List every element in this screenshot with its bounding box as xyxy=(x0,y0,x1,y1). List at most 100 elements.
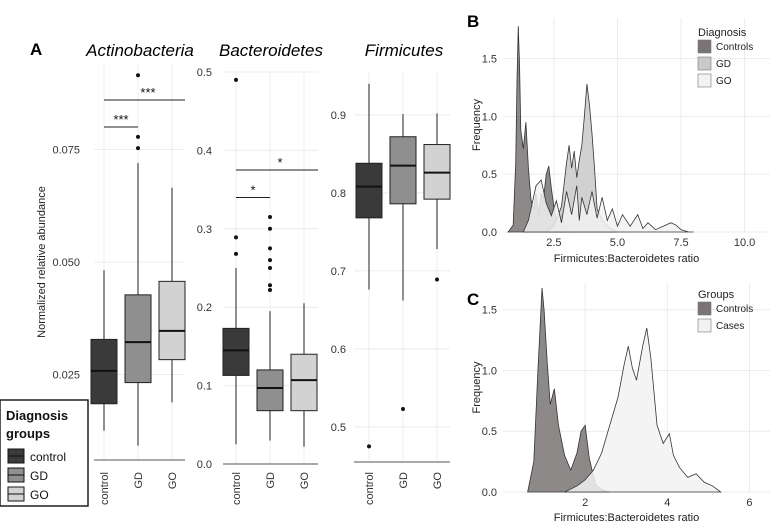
legend-swatch-controls xyxy=(697,39,712,54)
y-tick-label: 0.9 xyxy=(331,110,346,122)
outlier-point xyxy=(268,226,272,231)
box-gd xyxy=(256,369,284,412)
legend-title: Diagnosis xyxy=(698,27,747,39)
outlier-point xyxy=(268,215,272,220)
y-tick-label: 0.2 xyxy=(197,302,212,314)
legend-swatch-gd xyxy=(697,56,712,71)
box-go xyxy=(158,280,186,361)
box-go xyxy=(290,353,318,412)
y-tick-label: 0.050 xyxy=(52,257,80,269)
outlier-point xyxy=(136,73,140,78)
legend-label-gd: GD xyxy=(30,469,48,483)
outlier-point xyxy=(268,246,272,251)
legend-swatch-cases xyxy=(697,318,712,333)
panel-b: B 0.0 0.5 1.0 1.5 2.5 5.0 7.5 10.0 Firmicutes:Ba… xyxy=(467,12,770,265)
panel-c-legend: Groups Controls Cases xyxy=(697,289,753,333)
panel-a-y-axis-title: Normalized relative abundance xyxy=(36,186,48,338)
x-axis-title: Firmicutes:Bacteroidetes ratio xyxy=(554,253,700,265)
diagnosis-groups-legend: Diagnosis groups control GD GO xyxy=(0,399,89,507)
x-tick-label-control: control xyxy=(364,472,376,505)
box-control xyxy=(222,327,250,376)
panel-b-legend: Diagnosis Controls GD GO xyxy=(697,27,753,88)
panel-a-letter: A xyxy=(30,40,42,59)
legend-label-go: GO xyxy=(716,76,732,87)
legend-label-controls: Controls xyxy=(716,304,753,315)
y-tick-label: 0.6 xyxy=(331,344,346,356)
panel-c: C 0.0 0.5 1.0 1.5 2 4 6 Firmicutes:Bacteroidete… xyxy=(467,283,770,524)
y-tick-label: 0.5 xyxy=(482,426,497,438)
y-tick-label: 1.0 xyxy=(482,365,497,377)
panel-c-density-chart: 0.0 0.5 1.0 1.5 2 4 6 Firmicutes:Bacteroidetes … xyxy=(471,283,770,524)
outlier-point xyxy=(136,146,140,151)
y-tick-label: 0.075 xyxy=(52,145,80,157)
facet-title-bacteroidetes: Bacteroidetes xyxy=(219,41,323,60)
y-tick-label: 0.5 xyxy=(331,422,346,434)
outlier-point xyxy=(234,77,238,82)
outlier-point xyxy=(268,258,272,263)
facet-title-firmicutes: Firmicutes xyxy=(365,41,444,60)
x-tick-label: 5.0 xyxy=(610,237,625,249)
legend-title-line-2: groups xyxy=(6,426,50,441)
x-tick-label: 2.5 xyxy=(546,237,561,249)
x-tick-label-go: GO xyxy=(432,472,444,490)
outlier-point xyxy=(367,444,371,449)
y-tick-label: 0.025 xyxy=(52,370,80,382)
facet-title-actinobacteria: Actinobacteria xyxy=(85,41,194,60)
legend-label-controls: Controls xyxy=(716,42,753,53)
outlier-point xyxy=(401,406,405,411)
legend-title-line-1: Diagnosis xyxy=(6,408,68,423)
y-tick-label: 0.0 xyxy=(482,227,497,239)
legend-swatch-controls xyxy=(697,301,712,316)
panel-b-density-chart: 0.0 0.5 1.0 1.5 2.5 5.0 7.5 10.0 Firmicutes:Bact… xyxy=(471,18,770,265)
y-tick-label: 0.1 xyxy=(197,381,212,393)
x-tick-label: 10.0 xyxy=(734,237,755,249)
y-axis-title: Frequency xyxy=(471,99,483,151)
x-tick-label-gd: GD xyxy=(398,472,410,489)
y-tick-label: 1.0 xyxy=(482,111,497,123)
legend-items: control GD GO xyxy=(7,448,66,502)
legend-label-gd: GD xyxy=(716,59,731,70)
x-axis-title: Firmicutes:Bacteroidetes ratio xyxy=(554,512,700,524)
y-tick-label: 0.0 xyxy=(482,487,497,499)
x-tick-label-control: control xyxy=(99,472,111,505)
legend-label-go: GO xyxy=(30,488,49,502)
legend-title: Diagnosis groups xyxy=(6,408,72,441)
panel-b-letter: B xyxy=(467,12,479,31)
x-tick-label-control: control xyxy=(231,472,243,505)
actinobacteria-boxplot: 0.025 0.050 0.075 Actinobacteria control GD GO… xyxy=(52,41,193,505)
outlier-point xyxy=(268,266,272,270)
box-control xyxy=(355,162,383,219)
outlier-point xyxy=(234,251,238,256)
panel-a: A Normalized relative abundance 0.025 0.0… xyxy=(0,40,451,507)
firmicutes-boxplot: 0.5 0.6 0.7 0.8 0.9 Firmicutes control GD GO xyxy=(331,41,451,505)
outlier-point xyxy=(268,287,272,292)
significance-label: *** xyxy=(140,85,155,100)
x-tick-label-go: GO xyxy=(299,472,311,490)
legend-label-cases: Cases xyxy=(716,321,744,332)
legend-title: Groups xyxy=(698,289,735,301)
legend-label-control: control xyxy=(30,450,66,464)
y-tick-label: 0.5 xyxy=(197,67,212,79)
x-tick-label-gd: GD xyxy=(265,472,277,489)
y-tick-label: 0.0 xyxy=(197,459,212,471)
box-gd xyxy=(124,294,152,384)
x-tick-label: 6 xyxy=(746,497,752,509)
x-tick-label-go: GO xyxy=(167,472,179,490)
density-area-go xyxy=(522,179,694,233)
x-tick-label: 4 xyxy=(664,497,670,509)
significance-label: *** xyxy=(113,112,128,127)
significance-label: * xyxy=(250,182,255,197)
y-axis-title: Frequency xyxy=(471,361,483,413)
x-tick-label: 2 xyxy=(582,497,588,509)
y-tick-label: 0.5 xyxy=(482,169,497,181)
legend-swatch-go xyxy=(697,73,712,88)
outlier-point xyxy=(234,235,238,240)
outlier-point xyxy=(136,134,140,139)
significance-label: * xyxy=(277,155,282,170)
y-tick-label: 0.7 xyxy=(331,266,346,278)
y-tick-label: 0.3 xyxy=(197,224,212,236)
box-gd xyxy=(389,136,417,205)
x-tick-label: 7.5 xyxy=(673,237,688,249)
y-tick-label: 1.5 xyxy=(482,53,497,65)
